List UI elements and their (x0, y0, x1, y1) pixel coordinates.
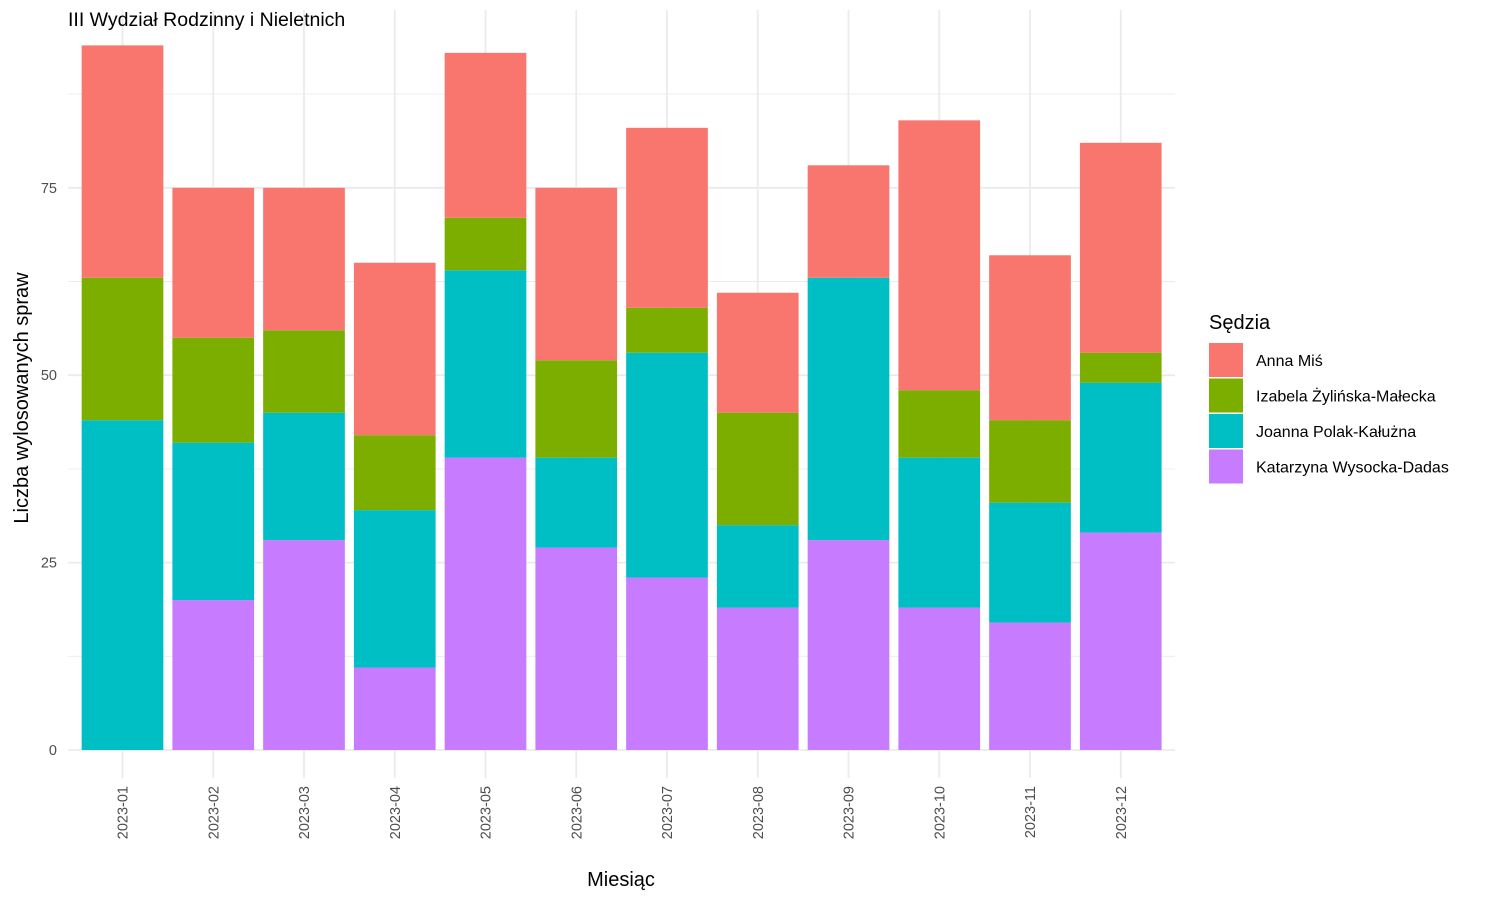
x-tick-label: 2023-07 (660, 786, 676, 839)
bar-segment (535, 547, 618, 750)
legend-swatch (1209, 414, 1243, 448)
x-tick-label: 2023-06 (569, 786, 585, 839)
bar-segment (172, 600, 255, 750)
bar-segment (353, 667, 436, 750)
legend: Sędzia Anna Miś Izabela Żylińska-Małecka J… (1209, 312, 1449, 484)
bar-segment (898, 120, 981, 391)
legend-swatch (1209, 343, 1243, 377)
y-tick-label: 25 (41, 556, 57, 572)
y-tick-label: 0 (49, 743, 57, 759)
x-tick-label: 2023-08 (751, 786, 767, 839)
legend-label: Katarzyna Wysocka-Dadas (1256, 460, 1449, 477)
legend-label: Anna Miś (1256, 353, 1323, 370)
bar-segment (1079, 382, 1162, 533)
y-axis-title: Liczba wylosowanych spraw (11, 272, 33, 524)
y-tick-label: 50 (41, 368, 57, 384)
bar-segment (353, 510, 436, 668)
bar-segment (172, 187, 255, 338)
x-tick-label: 2023-01 (116, 786, 132, 839)
bar-segment (716, 607, 799, 750)
bar-segment (807, 540, 890, 750)
legend-items: Anna Miś Izabela Żylińska-Małecka Joanna P… (1209, 343, 1449, 484)
bar-segment (263, 412, 345, 541)
bar-segment (535, 360, 618, 458)
bar-segment (81, 420, 164, 750)
legend-swatch (1209, 378, 1243, 413)
bars (81, 45, 1162, 750)
x-tick-label: 2023-02 (206, 786, 222, 839)
bar-segment (263, 330, 345, 413)
bar-segment (353, 262, 436, 436)
y-tick-label: 75 (41, 181, 57, 197)
bar-segment (716, 292, 799, 413)
bar-segment (898, 390, 981, 458)
bar-segment (535, 187, 618, 361)
bar-segment (172, 442, 255, 601)
bar-segment (716, 525, 799, 608)
x-axis-ticks: 2023-01 2023-02 2023-03 2023-04 2023-05 2023-… (116, 786, 1130, 839)
bar-segment (444, 217, 527, 271)
bar-segment (353, 435, 436, 511)
bar-segment (626, 352, 708, 578)
legend-swatch (1209, 449, 1243, 484)
bar-segment (172, 337, 255, 443)
bar-segment (716, 412, 799, 526)
bar-segment (444, 457, 527, 750)
bar-segment (535, 457, 618, 548)
bar-segment (444, 270, 527, 458)
x-tick-label: 2023-05 (479, 786, 495, 839)
bar-segment (898, 607, 981, 750)
bar-segment (263, 187, 345, 331)
x-tick-label: 2023-04 (388, 786, 404, 839)
bar-segment (81, 277, 164, 421)
bar-segment (989, 622, 1071, 750)
legend-label: Izabela Żylińska-Małecka (1256, 387, 1436, 406)
x-tick-label: 2023-03 (297, 786, 313, 839)
x-tick-label: 2023-10 (932, 786, 948, 839)
x-axis-title: Miesiąc (587, 869, 655, 891)
bar-segment (1079, 142, 1162, 353)
bar-segment (81, 45, 164, 278)
chart-title: III Wydział Rodzinny i Nieletnich (68, 9, 345, 31)
bar-segment (989, 420, 1071, 503)
bar-segment (263, 540, 345, 750)
bar-segment (1079, 352, 1162, 383)
x-tick-label: 2023-12 (1114, 786, 1130, 839)
legend-title: Sędzia (1209, 312, 1271, 334)
bar-segment (626, 127, 708, 308)
bar-segment (626, 577, 708, 750)
bar-segment (898, 457, 981, 608)
legend-label: Joanna Polak-Kałużna (1256, 424, 1416, 441)
bar-segment (444, 52, 527, 218)
x-tick-label: 2023-11 (1023, 786, 1039, 838)
bar-segment (807, 277, 890, 541)
y-axis-ticks: 0 25 50 75 (41, 181, 57, 759)
bar-segment (989, 255, 1071, 421)
bar-segment (989, 502, 1071, 623)
bar-segment (1079, 532, 1162, 750)
bar-segment (807, 165, 890, 278)
bar-segment (626, 307, 708, 353)
x-tick-label: 2023-09 (842, 786, 858, 839)
